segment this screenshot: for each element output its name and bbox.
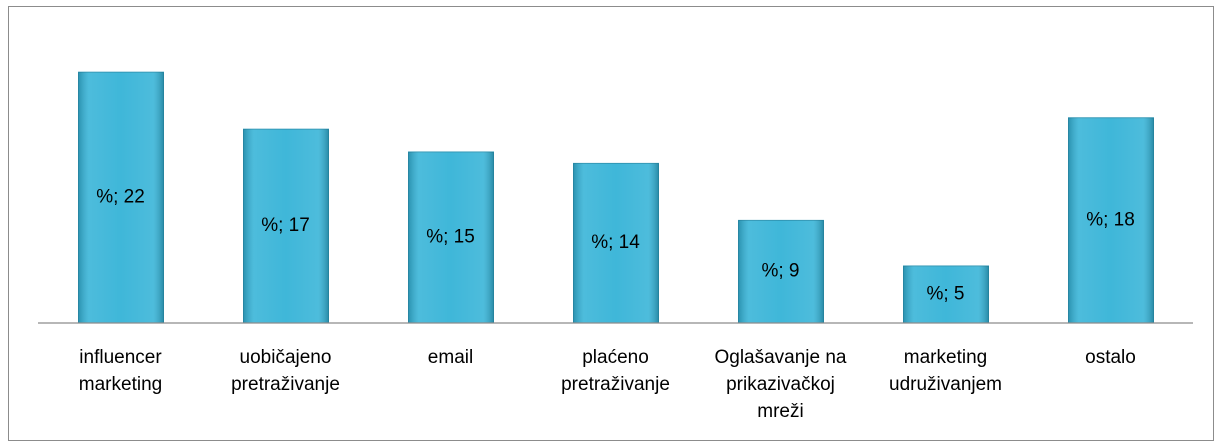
data-label: %; 15: [426, 227, 475, 248]
x-tick-label: influencer marketing: [78, 347, 163, 395]
data-label: %; 5: [926, 284, 964, 305]
x-tick-label: ostalo: [1085, 347, 1136, 368]
chart-border: [8, 6, 1214, 441]
x-tick-label: plaćeno pretraživanje: [561, 347, 670, 395]
data-label: %; 14: [591, 232, 640, 253]
x-tick-label: Oglašavanje na prikazivačkoj mreži: [714, 347, 847, 422]
data-label: %; 9: [761, 261, 799, 282]
data-label: %; 18: [1086, 209, 1135, 230]
data-label: %; 22: [96, 187, 145, 208]
x-tick-label: email: [427, 347, 474, 368]
data-label: %; 17: [261, 215, 310, 236]
x-tick-label: uobičajeno pretraživanje: [231, 347, 340, 395]
x-tick-label: marketing udruživanjem: [889, 347, 1002, 395]
